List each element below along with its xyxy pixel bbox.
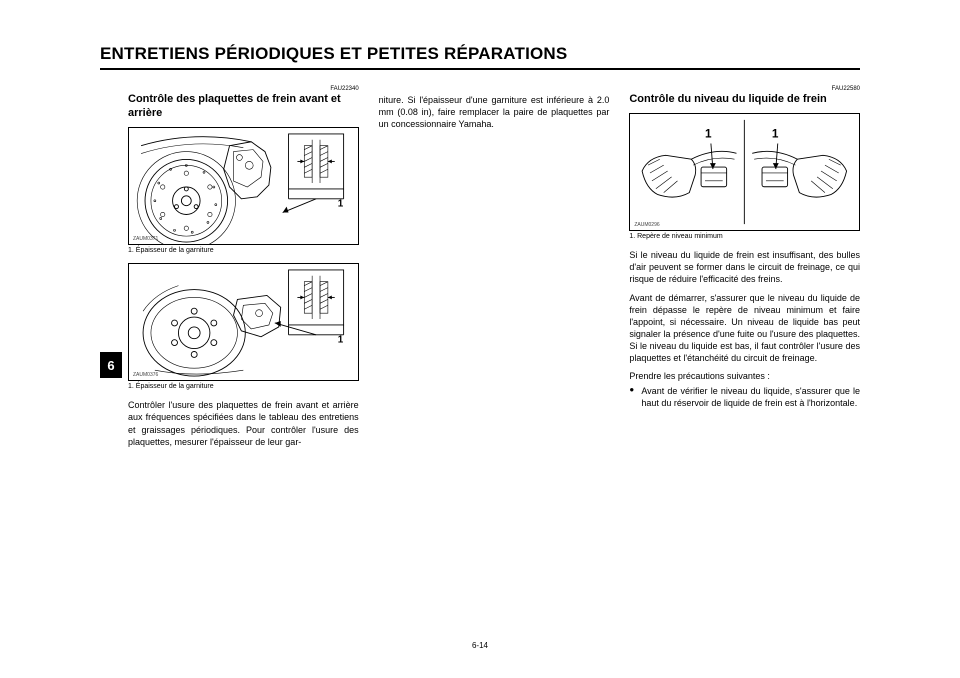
page-number: 6-14 [0,641,960,650]
figure-rear-brake: 1 [128,263,359,381]
figure-caption: 1. Épaisseur de la garniture [128,383,359,391]
figure-code: ZAUM0296 [634,222,659,228]
precautions-list: Avant de vérifier le niveau du liquide, … [629,385,860,409]
body-paragraph: Prendre les précautions suivantes : [629,370,860,382]
section-title-pads: Contrôle des plaquettes de frein avant e… [128,93,359,121]
figure-fluid-level: 1 [629,113,860,231]
column-center: niture. Si l'épaisseur d'une garniture e… [379,86,610,454]
callout-label-1: 1 [338,335,344,346]
rear-brake-illustration: 1 [129,264,358,380]
column-left: FAU22340 Contrôle des plaquettes de frei… [100,86,359,454]
figure-caption: 1. Épaisseur de la garniture [128,247,359,255]
body-paragraph: niture. Si l'épaisseur d'une garniture e… [379,94,610,130]
manual-page: ENTRETIENS PÉRIODIQUES ET PETITES RÉPARA… [0,0,960,678]
list-item: Avant de vérifier le niveau du liquide, … [629,385,860,409]
ref-code: FAU22580 [629,86,860,92]
figure-front-brake: 1 [128,127,359,245]
callout-label: 1 [772,127,779,140]
figure-code: ZAUM0376 [133,372,158,378]
column-right: FAU22580 Contrôle du niveau du liquide d… [629,86,860,454]
fluid-level-illustration: 1 [630,114,859,230]
section-title-fluid: Contrôle du niveau du liquide de frein [629,93,860,107]
body-paragraph: Contrôler l'usure des plaquettes de frei… [128,399,359,448]
body-paragraph: Si le niveau du liquide de frein est ins… [629,249,860,285]
ref-code: FAU22340 [128,86,359,92]
figure-caption: 1. Repère de niveau minimum [629,233,860,241]
content-columns: FAU22340 Contrôle des plaquettes de frei… [100,86,860,454]
page-title: ENTRETIENS PÉRIODIQUES ET PETITES RÉPARA… [100,44,860,64]
body-paragraph: Avant de démarrer, s'assurer que le nive… [629,292,860,365]
figure-code: ZAUM0371 [133,236,158,242]
front-brake-illustration: 1 [129,128,358,244]
callout-label: 1 [705,127,712,140]
callout-label-1: 1 [338,198,344,209]
page-header: ENTRETIENS PÉRIODIQUES ET PETITES RÉPARA… [100,44,860,70]
section-tab: 6 [100,352,122,378]
